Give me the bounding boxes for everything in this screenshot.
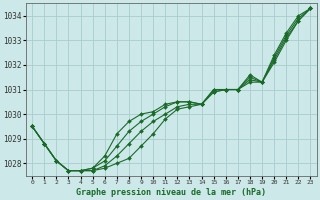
X-axis label: Graphe pression niveau de la mer (hPa): Graphe pression niveau de la mer (hPa) <box>76 188 266 197</box>
